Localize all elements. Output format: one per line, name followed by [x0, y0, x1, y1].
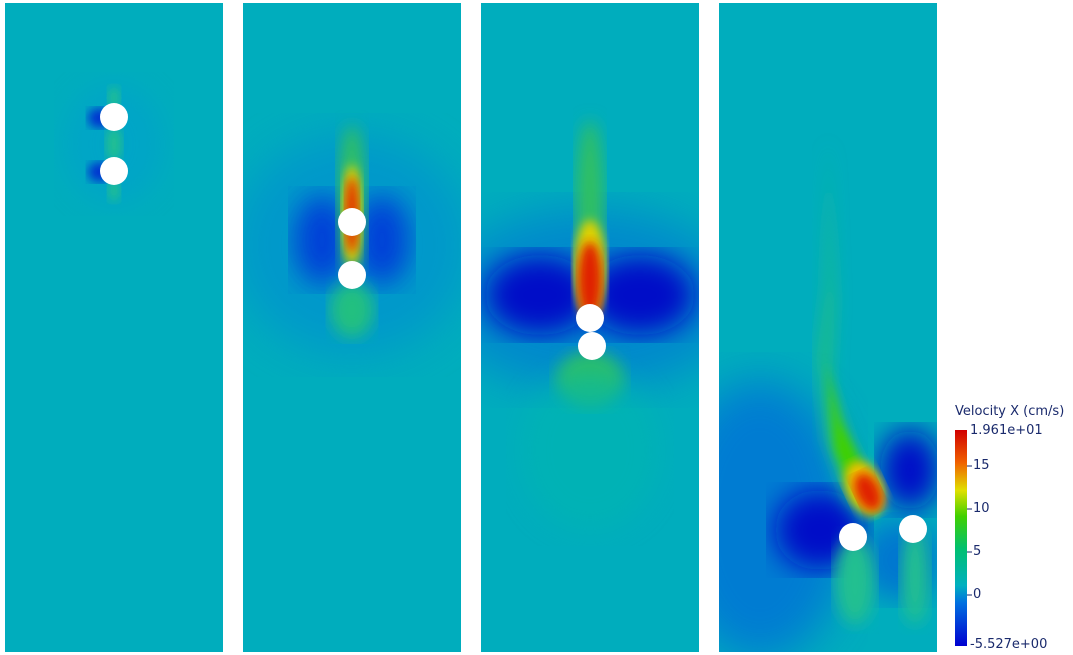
- simulation-panel-3: [481, 3, 699, 652]
- particle: [578, 332, 606, 360]
- legend-title: Velocity X (cm/s): [955, 404, 1065, 419]
- legend-max-label: 1.961e+01: [970, 423, 1043, 438]
- particle: [839, 523, 867, 551]
- particle: [576, 304, 604, 332]
- legend-tick-0: 0: [973, 587, 982, 602]
- particle: [899, 515, 927, 543]
- simulation-panel-2: [243, 3, 461, 652]
- legend-tick-15: 15: [973, 458, 990, 473]
- particle: [100, 103, 128, 131]
- legend-min-label: -5.527e+00: [970, 637, 1048, 652]
- particle: [100, 157, 128, 185]
- legend-tick-10: 10: [973, 501, 990, 516]
- simulation-panel-1: [5, 3, 223, 652]
- particle: [338, 208, 366, 236]
- particle: [338, 261, 366, 289]
- color-legend-bar: [955, 430, 972, 646]
- simulation-panel-4: [719, 3, 937, 652]
- legend-tick-5: 5: [973, 544, 982, 559]
